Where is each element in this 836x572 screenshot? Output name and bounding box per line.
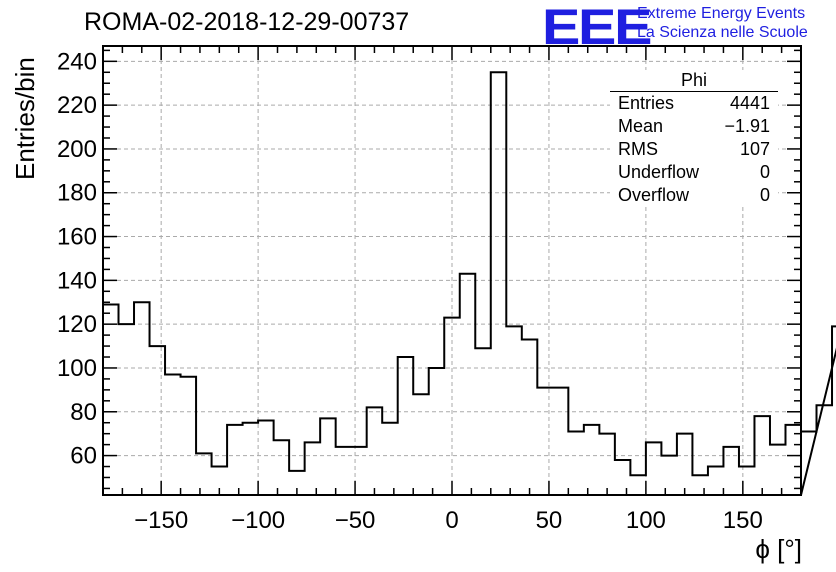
stats-row-entries: Entries 4441 <box>610 92 778 115</box>
axis-ticks <box>102 46 802 495</box>
histogram-bin <box>444 318 460 495</box>
histogram-bin <box>227 425 243 495</box>
histogram-bin <box>661 456 677 495</box>
y-tick-label: 180 <box>57 180 97 207</box>
stats-label: Entries <box>618 93 675 113</box>
y-axis-label: Entries/bin <box>10 57 40 180</box>
logo-caption-line1: Extreme Energy Events <box>637 5 806 22</box>
plot-frame <box>102 45 802 496</box>
y-tick-label: 60 <box>70 443 97 470</box>
y-tick-label: 200 <box>57 136 97 163</box>
histogram-bin <box>243 423 259 495</box>
histogram-bin <box>568 431 584 495</box>
histogram-bin <box>553 388 569 495</box>
histogram-bin <box>522 339 538 495</box>
histogram-bin <box>336 447 352 495</box>
histogram-bin <box>708 467 724 495</box>
histogram-bin <box>460 274 476 495</box>
histogram-bin <box>630 475 646 495</box>
histogram-bin <box>413 394 429 495</box>
logo-caption-line2: La Scienza nelle Scuole <box>637 24 808 41</box>
stats-row-rms: RMS 107 <box>610 138 778 161</box>
histogram-bin <box>258 421 274 495</box>
histogram-bin <box>599 434 615 495</box>
histogram-layer <box>102 71 836 496</box>
stats-row-mean: Mean −1.91 <box>610 115 778 138</box>
histogram-bin <box>320 418 336 495</box>
y-tick-label: 160 <box>57 224 97 251</box>
x-tick-label: −150 <box>134 507 188 534</box>
y-tick-label: 140 <box>57 267 97 294</box>
histogram-bin <box>491 72 507 495</box>
histogram-bin <box>367 407 383 495</box>
x-tick-label: 100 <box>626 507 666 534</box>
stats-label: Mean <box>618 116 664 136</box>
histogram-bin <box>723 447 739 495</box>
x-tick-label: 150 <box>723 507 763 534</box>
stats-row-overflow: Overflow 0 <box>610 184 778 207</box>
histogram-bin <box>584 425 600 495</box>
stats-value: 4441 <box>729 93 770 113</box>
histogram-bin <box>150 346 166 495</box>
histogram-line <box>102 71 836 496</box>
y-tick-label: 240 <box>57 48 97 75</box>
histogram-bin <box>817 405 833 495</box>
stats-label: RMS <box>618 139 658 159</box>
histogram-bin <box>134 302 150 495</box>
chart-title: ROMA-02-2018-12-29-00737 <box>84 8 410 36</box>
eee-logo: EEE <box>542 0 652 55</box>
stats-label: Underflow <box>618 162 700 182</box>
histogram-bin <box>475 348 491 495</box>
histogram-bin <box>429 368 445 495</box>
histogram-bin <box>770 445 786 495</box>
histogram-bin <box>398 357 414 495</box>
stats-row-underflow: Underflow 0 <box>610 161 778 184</box>
x-tick-label: −100 <box>231 507 285 534</box>
histogram-bin <box>165 375 181 495</box>
logo-caption: Extreme Energy Events La Scienza nelle S… <box>637 4 808 42</box>
stats-value: 107 <box>739 139 770 159</box>
histogram-bin <box>181 377 197 495</box>
histogram-bin <box>506 326 522 495</box>
histogram-bin <box>801 431 817 495</box>
y-tick-label: 80 <box>70 399 97 426</box>
stats-value: 0 <box>759 185 770 205</box>
histogram-bin <box>832 326 836 495</box>
histogram-bin <box>646 442 662 495</box>
histogram-bin <box>274 440 290 495</box>
stats-value: −1.91 <box>724 116 770 136</box>
x-axis-label: ϕ [°] <box>755 534 802 564</box>
histogram-bin <box>382 423 398 495</box>
histogram-bin <box>754 416 770 495</box>
stats-value: 0 <box>759 162 770 182</box>
histogram-bin <box>677 434 693 495</box>
y-tick-label: 100 <box>57 355 97 382</box>
histogram-bin <box>305 442 321 495</box>
histogram-bin <box>119 324 135 495</box>
y-tick-label: 220 <box>57 92 97 119</box>
stats-title: Phi <box>610 70 778 92</box>
stats-box: Phi Entries 4441 Mean −1.91 RMS 107 Unde… <box>610 70 778 207</box>
histogram-bin <box>537 388 553 495</box>
x-tick-label: 50 <box>536 507 563 534</box>
histogram-bin <box>615 460 631 495</box>
x-tick-label: −50 <box>335 507 376 534</box>
histogram-bin <box>785 425 801 495</box>
histogram-bin <box>196 453 212 495</box>
stats-label: Overflow <box>618 185 690 205</box>
histogram-bin <box>739 467 755 495</box>
histogram-bin <box>692 475 708 495</box>
histogram-bin <box>351 447 367 495</box>
x-tick-label: 0 <box>445 507 458 534</box>
tick-labels: −150 −100 −50 0 50 100 150 60 80 100 120 140 160 180 2… <box>57 48 763 534</box>
y-tick-label: 120 <box>57 311 97 338</box>
